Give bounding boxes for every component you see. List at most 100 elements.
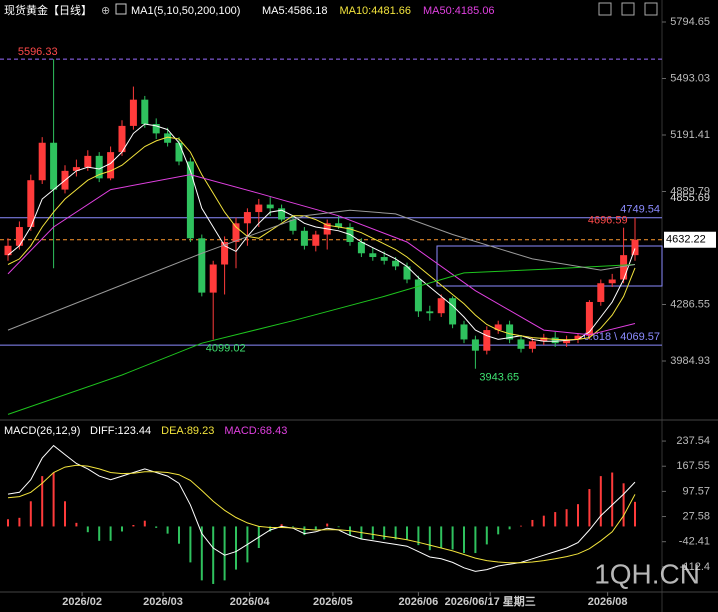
candle-body bbox=[414, 279, 422, 312]
candle-body bbox=[232, 223, 240, 243]
candle-body bbox=[38, 142, 46, 181]
ma-label: MA5:4586.18 bbox=[262, 5, 327, 17]
ma-label: MA50:4185.06 bbox=[423, 5, 495, 17]
candle-body bbox=[620, 255, 628, 280]
macd-bar bbox=[497, 526, 500, 535]
y-tick-label: 3984.93 bbox=[670, 355, 710, 367]
x-tick-label: 2026/03 bbox=[143, 596, 183, 608]
ma-line bbox=[7, 136, 636, 341]
candle-body bbox=[460, 324, 468, 340]
candle-body bbox=[255, 204, 263, 213]
icon[interactable]: ⊕ bbox=[101, 5, 110, 17]
point-label: 4696.59 bbox=[588, 215, 628, 227]
candle-body bbox=[95, 155, 103, 179]
y-tick-label: -42.41 bbox=[679, 536, 710, 548]
chart-title: 现货黄金【日线】 bbox=[4, 3, 92, 17]
macd-bar bbox=[520, 525, 522, 527]
macd-bar bbox=[474, 526, 477, 554]
candle-body bbox=[369, 253, 377, 258]
watermark: 1QH.CN bbox=[594, 558, 700, 589]
macd-bar bbox=[212, 526, 215, 584]
macd-bar bbox=[485, 526, 488, 545]
level-label: 0.618 \ 4069.57 bbox=[584, 331, 660, 343]
macd-bar bbox=[508, 526, 511, 530]
price-tag bbox=[664, 231, 716, 248]
y-tick-label: 5794.65 bbox=[670, 16, 710, 28]
macd-bar bbox=[326, 523, 329, 527]
settings-icon[interactable] bbox=[598, 2, 612, 16]
ma-line bbox=[7, 209, 636, 331]
macd-bar bbox=[166, 526, 169, 534]
candle-body bbox=[494, 324, 502, 331]
macd-bar bbox=[337, 526, 340, 528]
candle-body bbox=[164, 133, 172, 143]
candle-body bbox=[574, 335, 582, 340]
macd-bar bbox=[178, 526, 180, 544]
candle-body bbox=[243, 212, 251, 224]
candle-body bbox=[312, 234, 320, 246]
indicator-name: MA1(5,10,50,200,100) bbox=[131, 5, 240, 17]
up-icon[interactable] bbox=[621, 2, 635, 16]
down-icon[interactable] bbox=[644, 2, 658, 16]
ma-line bbox=[7, 174, 636, 336]
macd-label: DIFF:123.44 bbox=[90, 425, 151, 437]
candle-body bbox=[300, 230, 308, 246]
candle-body bbox=[175, 142, 183, 162]
x-tick-label: 2026/02 bbox=[62, 596, 102, 608]
macd-bar bbox=[383, 526, 386, 540]
candle-body bbox=[563, 339, 571, 344]
candle-body bbox=[540, 337, 548, 342]
ma-line bbox=[7, 123, 636, 342]
macd-bar bbox=[155, 526, 158, 528]
macd-bar bbox=[64, 501, 66, 527]
y-tick-label: -112.4 bbox=[680, 561, 710, 573]
candle-body bbox=[517, 339, 525, 349]
range-box bbox=[436, 245, 663, 287]
candle-body bbox=[221, 242, 229, 265]
candle-body bbox=[551, 337, 559, 344]
macd-bar bbox=[371, 526, 374, 540]
ma-label: MA10:4481.66 bbox=[339, 5, 411, 17]
macd-bar bbox=[406, 526, 408, 540]
macd-bar bbox=[269, 526, 272, 532]
macd-bar bbox=[292, 526, 294, 528]
macd-bar bbox=[314, 526, 317, 531]
y-tick-label: 27.58 bbox=[682, 510, 710, 522]
axis-label: 4855.69 bbox=[670, 192, 710, 204]
macd-bar bbox=[577, 504, 579, 527]
checkbox[interactable] bbox=[115, 3, 127, 15]
candle-body bbox=[186, 161, 194, 239]
price-tag-label: 4632.22 bbox=[666, 234, 706, 246]
macd-bar bbox=[451, 526, 454, 550]
macd-bar bbox=[18, 517, 21, 527]
y-tick-label: 5493.03 bbox=[670, 72, 710, 84]
candle-body bbox=[483, 330, 491, 351]
candle-body bbox=[335, 223, 343, 228]
dea-line bbox=[7, 464, 636, 564]
y-tick-label: 97.57 bbox=[682, 485, 710, 497]
macd-bar bbox=[121, 526, 123, 532]
macd-bar bbox=[634, 501, 636, 527]
macd-bar bbox=[200, 526, 203, 581]
candle-body bbox=[528, 341, 536, 349]
macd-bar bbox=[189, 526, 192, 563]
macd-bar bbox=[235, 526, 237, 570]
candle-body bbox=[585, 301, 593, 336]
x-tick-label: 2026/06/17 星期三 bbox=[445, 594, 536, 608]
y-tick-label: 4286.55 bbox=[670, 298, 710, 310]
macd-bar bbox=[132, 525, 135, 527]
candle-body bbox=[27, 180, 35, 228]
y-tick-label: 4889.79 bbox=[670, 185, 710, 197]
candle-body bbox=[426, 311, 434, 314]
macd-bar bbox=[303, 526, 306, 536]
macd-bar bbox=[565, 509, 568, 527]
macd-bar bbox=[280, 524, 283, 527]
x-tick-label: 2026/05 bbox=[313, 596, 353, 608]
macd-bar bbox=[440, 526, 443, 549]
macd-bar bbox=[417, 526, 420, 546]
candle-body bbox=[152, 124, 160, 134]
candle-body bbox=[266, 204, 274, 209]
macd-bar bbox=[622, 483, 625, 527]
